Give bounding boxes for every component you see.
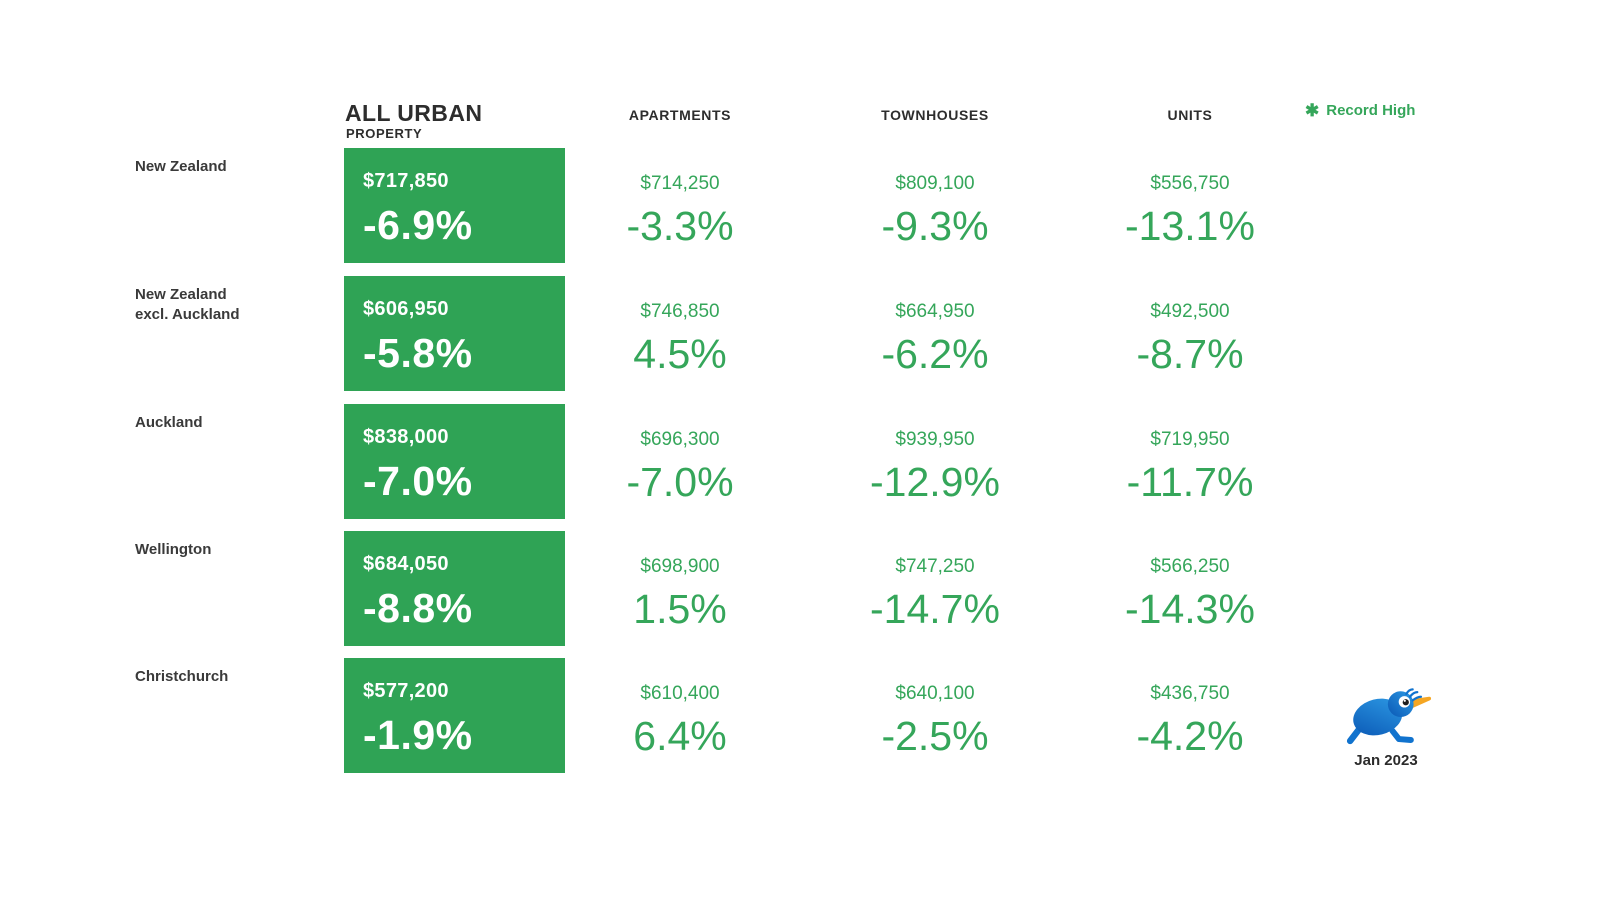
price-value: $698,900	[640, 556, 720, 577]
change-value: -8.8%	[363, 585, 473, 631]
change-value: -6.2%	[881, 331, 989, 377]
table-row-wellington: Wellington $684,050 -8.8% $698,900 1.5% …	[0, 531, 1600, 646]
change-value: -12.9%	[870, 459, 1000, 505]
region-label: New Zealand excl. Auckland	[135, 285, 325, 325]
change-value: -11.7%	[1126, 459, 1254, 505]
change-value: -3.3%	[626, 203, 734, 249]
region-name-line2: excl. Auckland	[135, 306, 240, 323]
all-urban-cell: $577,200 -1.9%	[344, 658, 565, 773]
record-high-legend: ✱ Record High	[1305, 102, 1415, 119]
change-value: 4.5%	[633, 331, 727, 377]
apartments-cell: $746,850 4.5%	[575, 276, 785, 376]
price-value: $610,400	[640, 683, 720, 704]
column-header-units: UNITS	[1167, 107, 1213, 123]
region-label: Christchurch	[135, 667, 325, 687]
change-value: -6.9%	[363, 202, 473, 248]
table-row-auckland: Auckland $838,000 -7.0% $696,300 -7.0% $…	[0, 404, 1600, 519]
all-urban-cell: $838,000 -7.0%	[344, 404, 565, 519]
region-label: Auckland	[135, 413, 325, 433]
units-cell: $492,500 -8.7%	[1085, 276, 1295, 376]
townhouses-cell: $809,100 -9.3%	[830, 148, 1040, 248]
change-value: -7.0%	[363, 458, 473, 504]
record-high-asterisk-icon: ✱	[1305, 101, 1320, 120]
change-value: -14.3%	[1125, 586, 1255, 632]
price-value: $640,100	[895, 683, 975, 704]
all-urban-cell: $606,950 -5.8%	[344, 276, 565, 391]
units-cell: $436,750 -4.2%	[1085, 658, 1295, 758]
change-value: -7.0%	[626, 459, 734, 505]
apartments-cell: $698,900 1.5%	[575, 531, 785, 631]
change-value: -1.9%	[363, 712, 473, 758]
price-value: $436,750	[1150, 683, 1230, 704]
table-row-nz-excl-auckland: New Zealand excl. Auckland $606,950 -5.8…	[0, 276, 1600, 391]
table-row-christchurch: Christchurch $577,200 -1.9% $610,400 6.4…	[0, 658, 1600, 773]
all-urban-cell: $684,050 -8.8%	[344, 531, 565, 646]
change-value: -13.1%	[1125, 203, 1255, 249]
region-name: New Zealand	[135, 286, 227, 303]
apartments-cell: $696,300 -7.0%	[575, 404, 785, 504]
townhouses-cell: $664,950 -6.2%	[830, 276, 1040, 376]
price-value: $746,850	[640, 301, 720, 322]
column-header-property: PROPERTY	[346, 126, 423, 141]
units-cell: $556,750 -13.1%	[1085, 148, 1295, 248]
region-name: Wellington	[135, 541, 212, 558]
townhouses-cell: $640,100 -2.5%	[830, 658, 1040, 758]
price-value: $556,750	[1150, 173, 1230, 194]
units-cell: $719,950 -11.7%	[1085, 404, 1295, 504]
period-label: Jan 2023	[1354, 752, 1418, 769]
change-value: -8.7%	[1136, 331, 1244, 377]
price-value: $696,300	[640, 429, 720, 450]
region-name: Christchurch	[135, 668, 229, 685]
column-header-all-urban: ALL URBAN	[345, 100, 483, 126]
price-value: $717,850	[363, 170, 449, 192]
apartments-cell: $610,400 6.4%	[575, 658, 785, 758]
price-value: $577,200	[363, 680, 449, 702]
units-cell: $566,250 -14.3%	[1085, 531, 1295, 631]
price-value: $606,950	[363, 298, 449, 320]
region-label: Wellington	[135, 540, 325, 560]
kiwi-logo	[1340, 688, 1432, 746]
record-high-label: Record High	[1326, 102, 1416, 119]
region-name: New Zealand	[135, 158, 227, 175]
change-value: -14.7%	[870, 586, 1000, 632]
change-value: -5.8%	[363, 330, 473, 376]
change-value: -4.2%	[1136, 713, 1244, 759]
price-value: $747,250	[895, 556, 975, 577]
region-name: Auckland	[135, 414, 203, 431]
price-value: $838,000	[363, 426, 449, 448]
change-value: 1.5%	[633, 586, 727, 632]
change-value: -9.3%	[881, 203, 989, 249]
price-value: $809,100	[895, 173, 975, 194]
apartments-cell: $714,250 -3.3%	[575, 148, 785, 248]
price-value: $939,950	[895, 429, 975, 450]
region-label: New Zealand	[135, 157, 325, 177]
price-value: $714,250	[640, 173, 720, 194]
townhouses-cell: $939,950 -12.9%	[830, 404, 1040, 504]
change-value: -2.5%	[881, 713, 989, 759]
townhouses-cell: $747,250 -14.7%	[830, 531, 1040, 631]
price-value: $684,050	[363, 553, 449, 575]
change-value: 6.4%	[633, 713, 727, 759]
column-header-apartments: APARTMENTS	[628, 107, 732, 123]
column-header-townhouses: TOWNHOUSES	[881, 107, 989, 123]
table-row-new-zealand: New Zealand $717,850 -6.9% $714,250 -3.3…	[0, 148, 1600, 263]
kiwi-bird-icon	[1346, 688, 1432, 745]
price-value: $719,950	[1150, 429, 1230, 450]
price-value: $566,250	[1150, 556, 1230, 577]
price-value: $664,950	[895, 301, 975, 322]
all-urban-cell: $717,850 -6.9%	[344, 148, 565, 263]
price-value: $492,500	[1150, 301, 1230, 322]
